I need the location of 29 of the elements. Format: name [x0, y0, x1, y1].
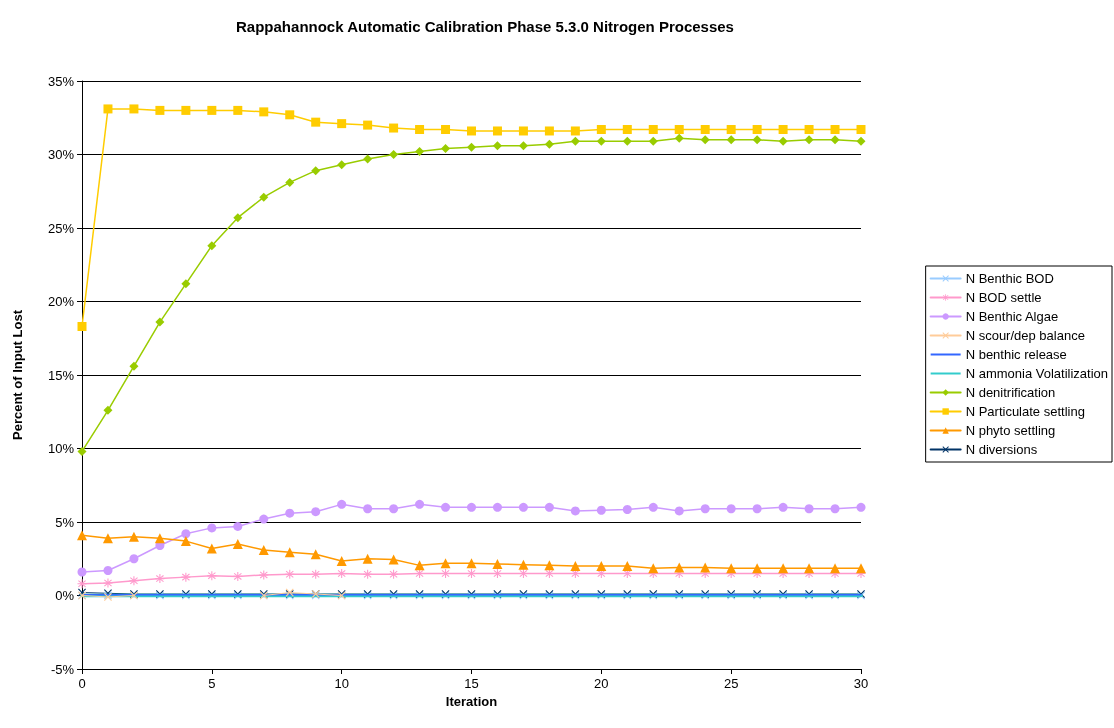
x-tick-label: 10: [334, 676, 349, 691]
y-tick-label: 20%: [47, 294, 75, 309]
x-tick-label: 20: [594, 676, 609, 691]
y-tick-label: 5%: [55, 514, 75, 530]
legend-label: N denitrification: [965, 385, 1056, 400]
legend-label: N diversions: [965, 442, 1038, 457]
legend-label: N Benthic BOD: [965, 271, 1054, 286]
legend-label: N ammonia Volatilization: [965, 366, 1109, 381]
legend-label: N scour/dep balance: [965, 328, 1085, 343]
legend-label: N benthic release: [965, 347, 1067, 362]
legend-label: N phyto settling: [965, 423, 1056, 438]
y-tick-label: -5%: [50, 661, 75, 677]
y-tick-label: 0%: [55, 588, 75, 603]
y-tick-label: 10%: [47, 441, 75, 456]
x-tick-label: 25: [723, 676, 739, 691]
x-axis-title: Iteration: [445, 693, 498, 709]
y-tick-label: 30%: [47, 147, 75, 162]
chart-title: Rappahannock Automatic Calibration Phase 5.3.0 Nitrogen Processes: [236, 18, 734, 35]
y-tick-label: 15%: [47, 367, 75, 383]
legend-label: N Particulate settling: [965, 404, 1085, 419]
legend-label: N BOD settle: [965, 290, 1042, 305]
x-tick-label: 5: [208, 676, 216, 691]
y-axis-title: Percent of Input Lost: [10, 309, 25, 440]
x-tick-label: 15: [464, 676, 479, 691]
x-tick-label: 30: [853, 676, 869, 691]
legend-label: N Benthic Algae: [965, 309, 1059, 324]
y-tick-label: 35%: [47, 73, 75, 89]
x-tick-label: 0: [78, 676, 86, 691]
y-tick-label: 25%: [47, 220, 75, 236]
